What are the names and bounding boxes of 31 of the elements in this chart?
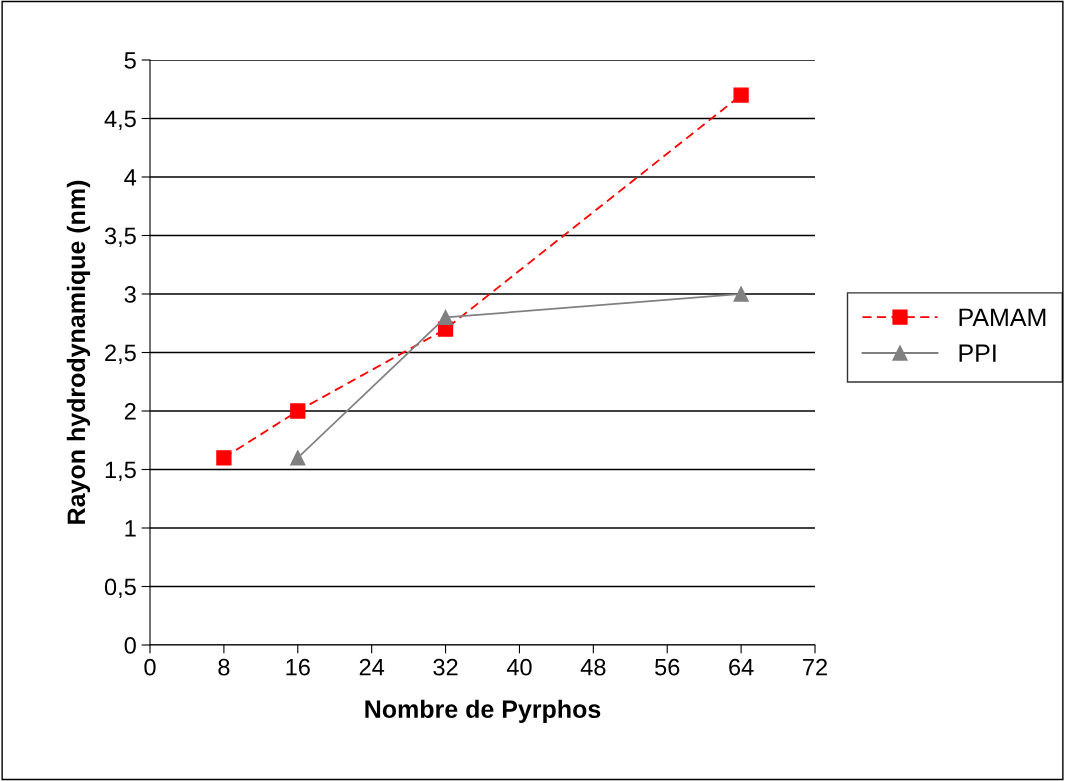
y-tick-label: 2,5 <box>105 344 136 365</box>
y-tick-label: 1,5 <box>105 461 136 482</box>
x-tick-label: 0 <box>144 658 156 676</box>
x-tick-label: 56 <box>655 658 680 676</box>
y-tick-label: 1 <box>125 520 136 537</box>
y-tick-label: 2 <box>124 403 136 420</box>
point <box>216 450 232 466</box>
y-axis-title: Rayon hydrodynamique (nm) <box>66 180 91 524</box>
point <box>290 403 306 419</box>
point <box>290 450 306 466</box>
legend-label: PAMAM <box>959 308 1046 326</box>
y-tick-label: 3,5 <box>104 227 136 248</box>
x-tick-label: 16 <box>286 658 310 676</box>
y-tick-label: 4,5 <box>104 110 136 131</box>
x-tick-label: 72 <box>803 658 827 676</box>
y-tick-label: 0,5 <box>104 578 136 599</box>
x-tick-label: 8 <box>218 658 230 676</box>
x-tick-label: 32 <box>433 658 458 676</box>
y-tick-label: 4 <box>124 169 137 186</box>
point <box>733 87 749 103</box>
x-axis-title: Nombre de Pyrphos <box>365 699 601 723</box>
point <box>437 309 454 326</box>
y-tick-label: 3 <box>124 286 136 303</box>
x-tick-label: 64 <box>729 658 754 676</box>
point <box>733 286 749 302</box>
y-tick-label: 5 <box>124 52 136 69</box>
legend-label: PPI <box>959 344 996 362</box>
x-tick-label: 24 <box>359 658 385 676</box>
x-tick-label: 40 <box>506 658 532 676</box>
x-tick-label: 48 <box>580 658 606 676</box>
y-tick-label: 0 <box>124 637 136 654</box>
